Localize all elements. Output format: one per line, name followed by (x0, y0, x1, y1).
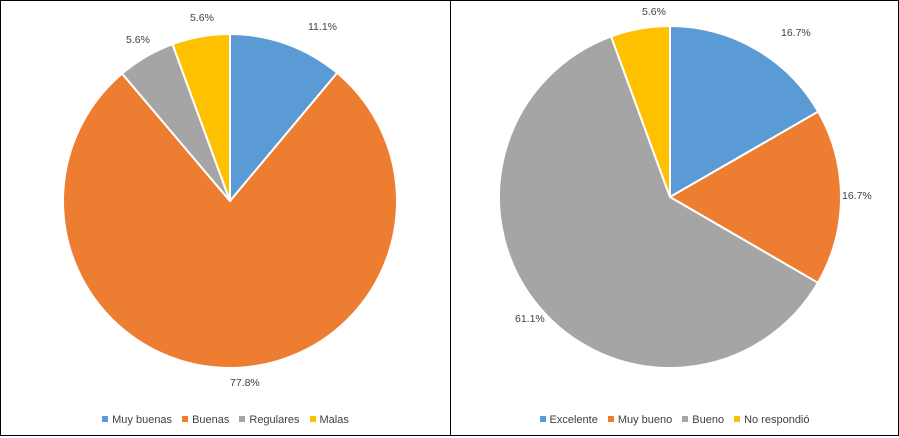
data-label-muy-buenas: 11.1% (308, 21, 337, 33)
legend-swatch (682, 416, 689, 422)
legend-right: Excelente Muy bueno Bueno No respondió (451, 414, 898, 426)
data-label-bueno: 61.1% (515, 313, 545, 325)
legend-item-regulares: Regulares (239, 414, 300, 426)
legend-label: Excelente (549, 414, 598, 426)
data-label-muy-bueno: 16.7% (842, 190, 872, 202)
data-label-no-respondio: 5.6% (642, 6, 666, 18)
legend-label: Bueno (692, 414, 725, 426)
legend-left: Muy buenas Buenas Regulares Malas (1, 414, 450, 426)
legend-item-buenas: Buenas (182, 414, 229, 426)
legend-item-muy-buenas: Muy buenas (102, 414, 172, 426)
legend-label: Malas (319, 414, 349, 426)
legend-swatch (182, 416, 189, 422)
pie-chart-right: 16.7% 16.7% 61.1% 5.6% (498, 6, 872, 369)
data-label-buenas: 77.8% (230, 377, 260, 389)
legend-label: Muy buenas (112, 414, 173, 426)
legend-item-bueno: Bueno (682, 414, 724, 426)
legend-swatch (539, 416, 546, 422)
data-label-regulares: 5.6% (126, 34, 150, 46)
legend-item-excelente: Excelente (539, 414, 598, 426)
pie-slice-muy-buenas (229, 33, 339, 202)
pie-slice-bueno (498, 35, 819, 369)
legend-item-muy-bueno: Muy bueno (607, 414, 673, 426)
legend-swatch (239, 416, 246, 422)
pie-slice-malas (171, 33, 231, 202)
legend-item-malas: Malas (309, 414, 349, 426)
pie-slice-no-respondio (610, 25, 671, 198)
legend-label: No respondió (744, 414, 810, 426)
pie-chart-left: 11.1% 77.8% 5.6% 5.6% (62, 12, 398, 389)
pie-slice-muy-bueno (669, 110, 842, 284)
pie-slice-buenas (62, 71, 398, 369)
legend-item-no-respondio: No respondió (734, 414, 810, 426)
pie-chart-right-panel: 16.7% 16.7% 61.1% 5.6% Excelente Muy bueno Bu… (450, 0, 899, 436)
pie-chart-left-panel: 11.1% 77.8% 5.6% 5.6% Muy buenas Buenas Regul… (0, 0, 451, 436)
legend-swatch (309, 416, 316, 422)
pie-slice-excelente (669, 25, 820, 198)
data-label-malas: 5.6% (190, 12, 214, 24)
legend-swatch (734, 416, 741, 422)
data-label-excelente: 16.7% (781, 27, 811, 39)
legend-label: Regulares (249, 414, 300, 426)
legend-swatch (102, 416, 109, 422)
legend-label: Muy bueno (617, 414, 673, 426)
legend-swatch (607, 416, 614, 422)
legend-label: Buenas (192, 414, 230, 426)
